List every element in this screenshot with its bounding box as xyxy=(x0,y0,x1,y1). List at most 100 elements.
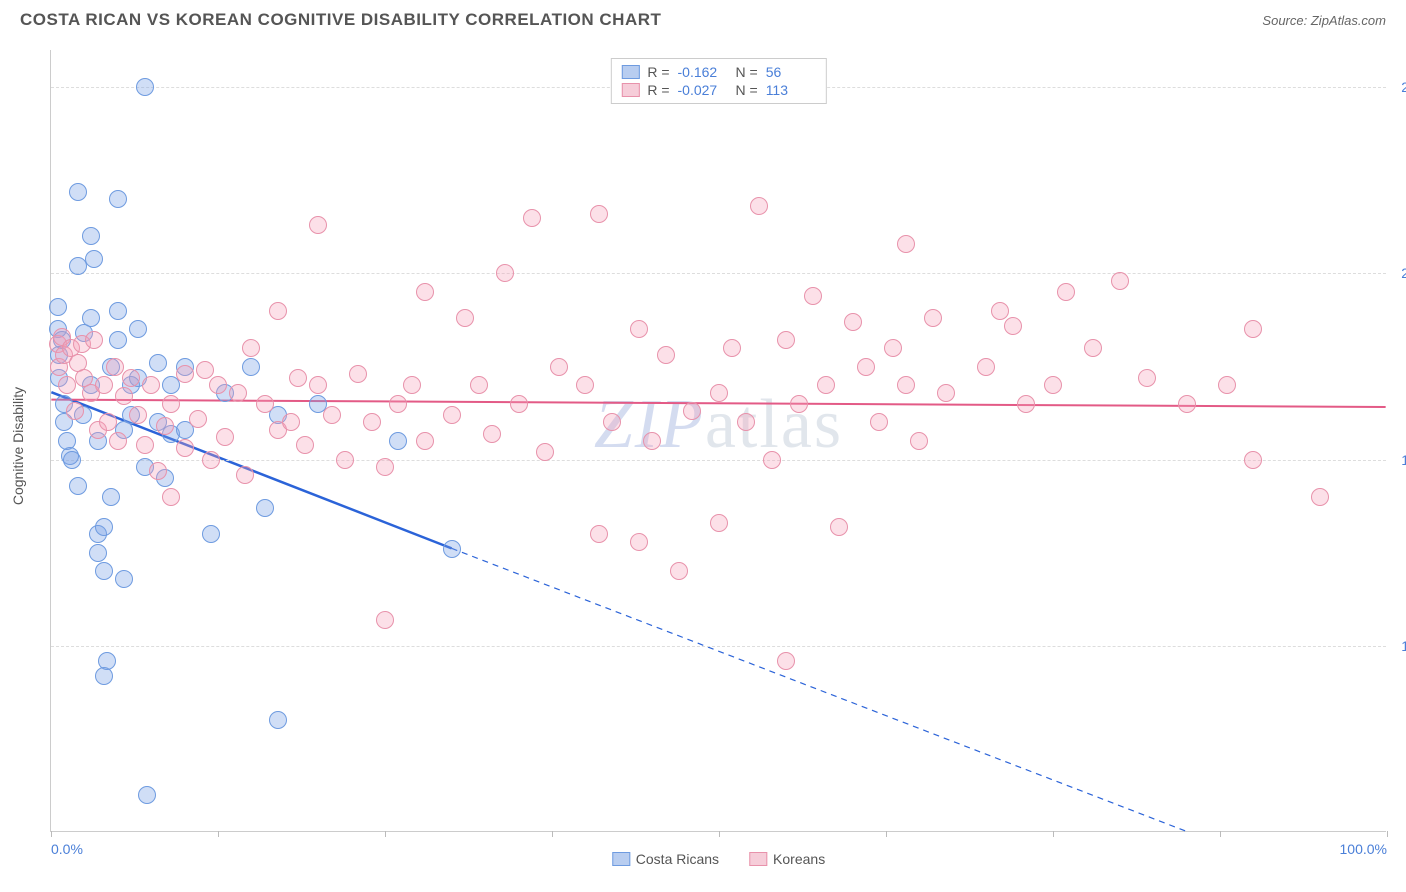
data-point xyxy=(216,428,234,446)
legend-label-1: Costa Ricans xyxy=(636,851,719,867)
data-point xyxy=(443,406,461,424)
data-point xyxy=(82,227,100,245)
data-point xyxy=(49,298,67,316)
data-point xyxy=(1057,283,1075,301)
legend-item-costa-rican: Costa Ricans xyxy=(612,851,719,867)
data-point xyxy=(630,533,648,551)
n-label-2: N = xyxy=(736,82,758,98)
gridline-horizontal xyxy=(51,460,1386,461)
x-tick xyxy=(385,831,386,837)
data-point xyxy=(162,488,180,506)
data-point xyxy=(156,417,174,435)
data-point xyxy=(256,395,274,413)
data-point xyxy=(657,346,675,364)
r-value-1: -0.162 xyxy=(678,64,728,80)
data-point xyxy=(844,313,862,331)
data-point xyxy=(122,369,140,387)
data-point xyxy=(470,376,488,394)
x-tick xyxy=(51,831,52,837)
source-credit: Source: ZipAtlas.com xyxy=(1262,13,1386,28)
data-point xyxy=(95,518,113,536)
data-point xyxy=(99,413,117,431)
n-value-2: 113 xyxy=(766,82,816,98)
x-tick xyxy=(1387,831,1388,837)
data-point xyxy=(309,216,327,234)
data-point xyxy=(85,331,103,349)
r-value-2: -0.027 xyxy=(678,82,728,98)
data-point xyxy=(95,376,113,394)
data-point xyxy=(710,514,728,532)
x-tick xyxy=(1220,831,1221,837)
data-point xyxy=(1084,339,1102,357)
data-point xyxy=(115,570,133,588)
data-point xyxy=(98,652,116,670)
data-point xyxy=(510,395,528,413)
r-label: R = xyxy=(647,64,669,80)
data-point xyxy=(737,413,755,431)
data-point xyxy=(897,235,915,253)
data-point xyxy=(109,331,127,349)
data-point xyxy=(790,395,808,413)
y-tick-label: 20.0% xyxy=(1391,265,1406,281)
gridline-horizontal xyxy=(51,273,1386,274)
data-point xyxy=(1244,451,1262,469)
x-tick xyxy=(886,831,887,837)
n-value-1: 56 xyxy=(766,64,816,80)
data-point xyxy=(643,432,661,450)
data-point xyxy=(349,365,367,383)
data-point xyxy=(443,540,461,558)
data-point xyxy=(129,320,147,338)
data-point xyxy=(1138,369,1156,387)
data-point xyxy=(242,339,260,357)
data-point xyxy=(937,384,955,402)
source-label: Source: xyxy=(1262,13,1307,28)
data-point xyxy=(550,358,568,376)
swatch-korean-icon xyxy=(621,83,639,97)
gridline-horizontal xyxy=(51,646,1386,647)
r-label-2: R = xyxy=(647,82,669,98)
data-point xyxy=(229,384,247,402)
data-point xyxy=(403,376,421,394)
data-point xyxy=(109,302,127,320)
trendlines-svg xyxy=(51,50,1386,831)
header-row: COSTA RICAN VS KOREAN COGNITIVE DISABILI… xyxy=(0,0,1406,36)
data-point xyxy=(977,358,995,376)
data-point xyxy=(189,410,207,428)
data-point xyxy=(496,264,514,282)
data-point xyxy=(115,387,133,405)
data-point xyxy=(282,413,300,431)
data-point xyxy=(95,562,113,580)
y-tick-label: 25.0% xyxy=(1391,79,1406,95)
data-point xyxy=(536,443,554,461)
chart-title: COSTA RICAN VS KOREAN COGNITIVE DISABILI… xyxy=(20,10,661,30)
data-point xyxy=(897,376,915,394)
stats-row-2: R = -0.027 N = 113 xyxy=(621,81,815,99)
data-point xyxy=(66,402,84,420)
data-point xyxy=(710,384,728,402)
data-point xyxy=(58,376,76,394)
data-point xyxy=(236,466,254,484)
legend-label-2: Koreans xyxy=(773,851,825,867)
data-point xyxy=(590,525,608,543)
x-tick xyxy=(1053,831,1054,837)
data-point xyxy=(363,413,381,431)
data-point xyxy=(176,439,194,457)
data-point xyxy=(416,283,434,301)
data-point xyxy=(804,287,822,305)
data-point xyxy=(603,413,621,431)
data-point xyxy=(202,525,220,543)
x-tick xyxy=(719,831,720,837)
data-point xyxy=(323,406,341,424)
y-tick-label: 10.0% xyxy=(1391,638,1406,654)
data-point xyxy=(89,544,107,562)
data-point xyxy=(750,197,768,215)
data-point xyxy=(136,78,154,96)
chart-container: ZIPatlas 10.0%15.0%20.0%25.0%0.0%100.0% … xyxy=(50,50,1386,832)
data-point xyxy=(777,331,795,349)
x-tick xyxy=(218,831,219,837)
data-point xyxy=(69,183,87,201)
data-point xyxy=(309,376,327,394)
data-point xyxy=(376,458,394,476)
data-point xyxy=(142,376,160,394)
data-point xyxy=(269,711,287,729)
